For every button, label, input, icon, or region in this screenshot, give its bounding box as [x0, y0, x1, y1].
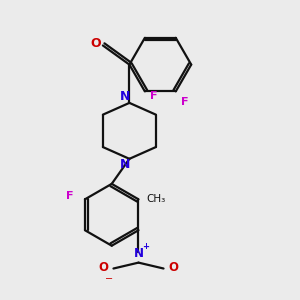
Text: O: O	[90, 38, 101, 50]
Text: F: F	[181, 97, 188, 107]
Text: F: F	[150, 91, 158, 101]
Text: O: O	[169, 260, 179, 274]
Text: CH₃: CH₃	[146, 194, 166, 204]
Text: N: N	[120, 91, 130, 103]
Text: −: −	[105, 274, 113, 284]
Text: N: N	[134, 247, 143, 260]
Text: O: O	[98, 260, 108, 274]
Text: F: F	[67, 191, 74, 201]
Text: +: +	[142, 242, 149, 251]
Text: N: N	[120, 158, 130, 171]
